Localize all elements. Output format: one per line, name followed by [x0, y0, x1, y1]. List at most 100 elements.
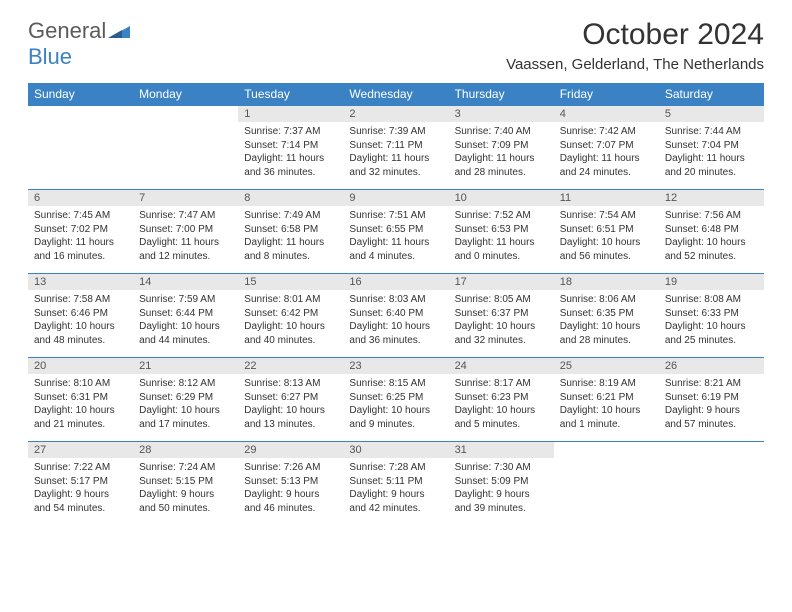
day-number: 18 — [554, 274, 659, 291]
weekday-header: Monday — [133, 83, 238, 106]
day-number: 17 — [449, 274, 554, 291]
day-number: 7 — [133, 190, 238, 207]
day-cell: Sunrise: 7:22 AMSunset: 5:17 PMDaylight:… — [28, 458, 133, 525]
day-cell: Sunrise: 7:30 AMSunset: 5:09 PMDaylight:… — [449, 458, 554, 525]
day-cell: Sunrise: 7:24 AMSunset: 5:15 PMDaylight:… — [133, 458, 238, 525]
day-cell: Sunrise: 8:13 AMSunset: 6:27 PMDaylight:… — [238, 374, 343, 442]
calendar-body: 12345Sunrise: 7:37 AMSunset: 7:14 PMDayl… — [28, 106, 764, 526]
day-cell: Sunrise: 7:37 AMSunset: 7:14 PMDaylight:… — [238, 122, 343, 190]
weekday-header: Sunday — [28, 83, 133, 106]
weekday-header: Thursday — [449, 83, 554, 106]
day-cell: Sunrise: 7:47 AMSunset: 7:00 PMDaylight:… — [133, 206, 238, 274]
day-number: 20 — [28, 358, 133, 375]
weekday-header: Wednesday — [343, 83, 448, 106]
day-number: 24 — [449, 358, 554, 375]
day-cell: Sunrise: 7:28 AMSunset: 5:11 PMDaylight:… — [343, 458, 448, 525]
logo-text: General Blue — [28, 18, 130, 70]
weekday-header: Tuesday — [238, 83, 343, 106]
calendar-table: Sunday Monday Tuesday Wednesday Thursday… — [28, 83, 764, 525]
logo-word-blue: Blue — [28, 44, 72, 69]
daynum-row: 2728293031 — [28, 442, 764, 459]
day-cell: Sunrise: 7:52 AMSunset: 6:53 PMDaylight:… — [449, 206, 554, 274]
day-cell: Sunrise: 8:06 AMSunset: 6:35 PMDaylight:… — [554, 290, 659, 358]
day-cell: Sunrise: 7:42 AMSunset: 7:07 PMDaylight:… — [554, 122, 659, 190]
day-number: 14 — [133, 274, 238, 291]
day-cell: Sunrise: 7:54 AMSunset: 6:51 PMDaylight:… — [554, 206, 659, 274]
day-number: 21 — [133, 358, 238, 375]
day-cell: Sunrise: 7:56 AMSunset: 6:48 PMDaylight:… — [659, 206, 764, 274]
title-block: October 2024 Vaassen, Gelderland, The Ne… — [506, 18, 764, 73]
content-row: Sunrise: 7:37 AMSunset: 7:14 PMDaylight:… — [28, 122, 764, 190]
logo: General Blue — [28, 18, 130, 70]
day-number: 31 — [449, 442, 554, 459]
day-number: 30 — [343, 442, 448, 459]
day-number: 23 — [343, 358, 448, 375]
day-number: 15 — [238, 274, 343, 291]
day-cell: Sunrise: 8:10 AMSunset: 6:31 PMDaylight:… — [28, 374, 133, 442]
day-number: 12 — [659, 190, 764, 207]
weekday-header: Saturday — [659, 83, 764, 106]
day-cell: Sunrise: 8:12 AMSunset: 6:29 PMDaylight:… — [133, 374, 238, 442]
day-number: 19 — [659, 274, 764, 291]
day-number — [28, 106, 133, 123]
daynum-row: 13141516171819 — [28, 274, 764, 291]
day-number: 8 — [238, 190, 343, 207]
day-number: 11 — [554, 190, 659, 207]
day-number: 4 — [554, 106, 659, 123]
content-row: Sunrise: 7:45 AMSunset: 7:02 PMDaylight:… — [28, 206, 764, 274]
day-cell — [554, 458, 659, 525]
day-number: 25 — [554, 358, 659, 375]
logo-triangle-icon — [108, 22, 130, 38]
day-cell: Sunrise: 8:08 AMSunset: 6:33 PMDaylight:… — [659, 290, 764, 358]
day-number: 16 — [343, 274, 448, 291]
day-cell: Sunrise: 8:21 AMSunset: 6:19 PMDaylight:… — [659, 374, 764, 442]
day-number: 2 — [343, 106, 448, 123]
logo-word-general: General — [28, 18, 106, 43]
daynum-row: 6789101112 — [28, 190, 764, 207]
weekday-header-row: Sunday Monday Tuesday Wednesday Thursday… — [28, 83, 764, 106]
day-number — [554, 442, 659, 459]
day-number: 10 — [449, 190, 554, 207]
day-number: 5 — [659, 106, 764, 123]
day-cell: Sunrise: 7:26 AMSunset: 5:13 PMDaylight:… — [238, 458, 343, 525]
day-cell: Sunrise: 7:59 AMSunset: 6:44 PMDaylight:… — [133, 290, 238, 358]
location-text: Vaassen, Gelderland, The Netherlands — [506, 56, 764, 73]
weekday-header: Friday — [554, 83, 659, 106]
calendar-page: General Blue October 2024 Vaassen, Gelde… — [0, 0, 792, 543]
day-cell: Sunrise: 8:01 AMSunset: 6:42 PMDaylight:… — [238, 290, 343, 358]
day-number: 29 — [238, 442, 343, 459]
content-row: Sunrise: 7:22 AMSunset: 5:17 PMDaylight:… — [28, 458, 764, 525]
day-number: 9 — [343, 190, 448, 207]
day-number: 6 — [28, 190, 133, 207]
day-number — [133, 106, 238, 123]
day-number: 28 — [133, 442, 238, 459]
day-cell: Sunrise: 7:44 AMSunset: 7:04 PMDaylight:… — [659, 122, 764, 190]
day-cell — [28, 122, 133, 190]
day-cell: Sunrise: 7:40 AMSunset: 7:09 PMDaylight:… — [449, 122, 554, 190]
day-cell: Sunrise: 7:39 AMSunset: 7:11 PMDaylight:… — [343, 122, 448, 190]
day-number: 26 — [659, 358, 764, 375]
day-cell: Sunrise: 7:51 AMSunset: 6:55 PMDaylight:… — [343, 206, 448, 274]
day-cell: Sunrise: 8:15 AMSunset: 6:25 PMDaylight:… — [343, 374, 448, 442]
content-row: Sunrise: 7:58 AMSunset: 6:46 PMDaylight:… — [28, 290, 764, 358]
day-number — [659, 442, 764, 459]
day-cell: Sunrise: 7:45 AMSunset: 7:02 PMDaylight:… — [28, 206, 133, 274]
day-cell — [659, 458, 764, 525]
content-row: Sunrise: 8:10 AMSunset: 6:31 PMDaylight:… — [28, 374, 764, 442]
day-cell: Sunrise: 7:49 AMSunset: 6:58 PMDaylight:… — [238, 206, 343, 274]
page-title: October 2024 — [506, 18, 764, 52]
day-cell: Sunrise: 7:58 AMSunset: 6:46 PMDaylight:… — [28, 290, 133, 358]
day-cell — [133, 122, 238, 190]
day-number: 3 — [449, 106, 554, 123]
day-number: 1 — [238, 106, 343, 123]
day-number: 13 — [28, 274, 133, 291]
daynum-row: 12345 — [28, 106, 764, 123]
day-number: 22 — [238, 358, 343, 375]
day-cell: Sunrise: 8:03 AMSunset: 6:40 PMDaylight:… — [343, 290, 448, 358]
day-number: 27 — [28, 442, 133, 459]
day-cell: Sunrise: 8:05 AMSunset: 6:37 PMDaylight:… — [449, 290, 554, 358]
daynum-row: 20212223242526 — [28, 358, 764, 375]
day-cell: Sunrise: 8:17 AMSunset: 6:23 PMDaylight:… — [449, 374, 554, 442]
day-cell: Sunrise: 8:19 AMSunset: 6:21 PMDaylight:… — [554, 374, 659, 442]
header: General Blue October 2024 Vaassen, Gelde… — [28, 18, 764, 73]
